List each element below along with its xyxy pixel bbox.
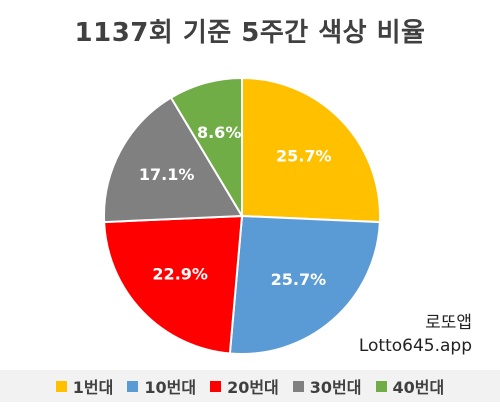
legend-item-5: 40번대: [375, 374, 445, 398]
watermark-korean: 로또앱: [425, 313, 472, 333]
chart-title: 1137회 기준 5주간 색상 비율: [74, 18, 426, 48]
legend-swatch: [55, 380, 67, 392]
chart-legend: 1번대 10번대 20번대 30번대 40번대: [0, 370, 500, 402]
legend-label: 20번대: [227, 378, 279, 397]
slice-label-4: 17.1%: [139, 165, 195, 184]
slice-label-5: 8.6%: [197, 123, 241, 142]
legend-label: 10번대: [144, 378, 197, 397]
legend-label: 1번대: [72, 378, 114, 397]
legend-label: 40번대: [392, 378, 445, 397]
pie-slice-3: [103, 214, 244, 355]
legend-swatch: [127, 380, 139, 392]
legend-label: 30번대: [309, 378, 362, 397]
pie-slice-1: [241, 76, 381, 224]
pie-slice-4: [103, 96, 244, 224]
legend-item-2: 10번대: [127, 374, 196, 398]
legend-item-3: 20번대: [210, 374, 279, 398]
legend-item-1: 1번대: [55, 374, 114, 398]
legend-swatch: [210, 380, 222, 392]
slice-label-3: 22.9%: [152, 265, 208, 284]
legend-swatch: [292, 380, 304, 392]
slice-label-1: 25.7%: [276, 146, 332, 165]
pie-slice-2: [228, 214, 381, 355]
legend-swatch: [375, 380, 387, 392]
slice-label-2: 25.7%: [271, 270, 327, 289]
watermark-url: Lotto645.app: [358, 336, 472, 356]
pie-slice-5: [169, 76, 243, 220]
legend-item-4: 30번대: [292, 374, 362, 398]
